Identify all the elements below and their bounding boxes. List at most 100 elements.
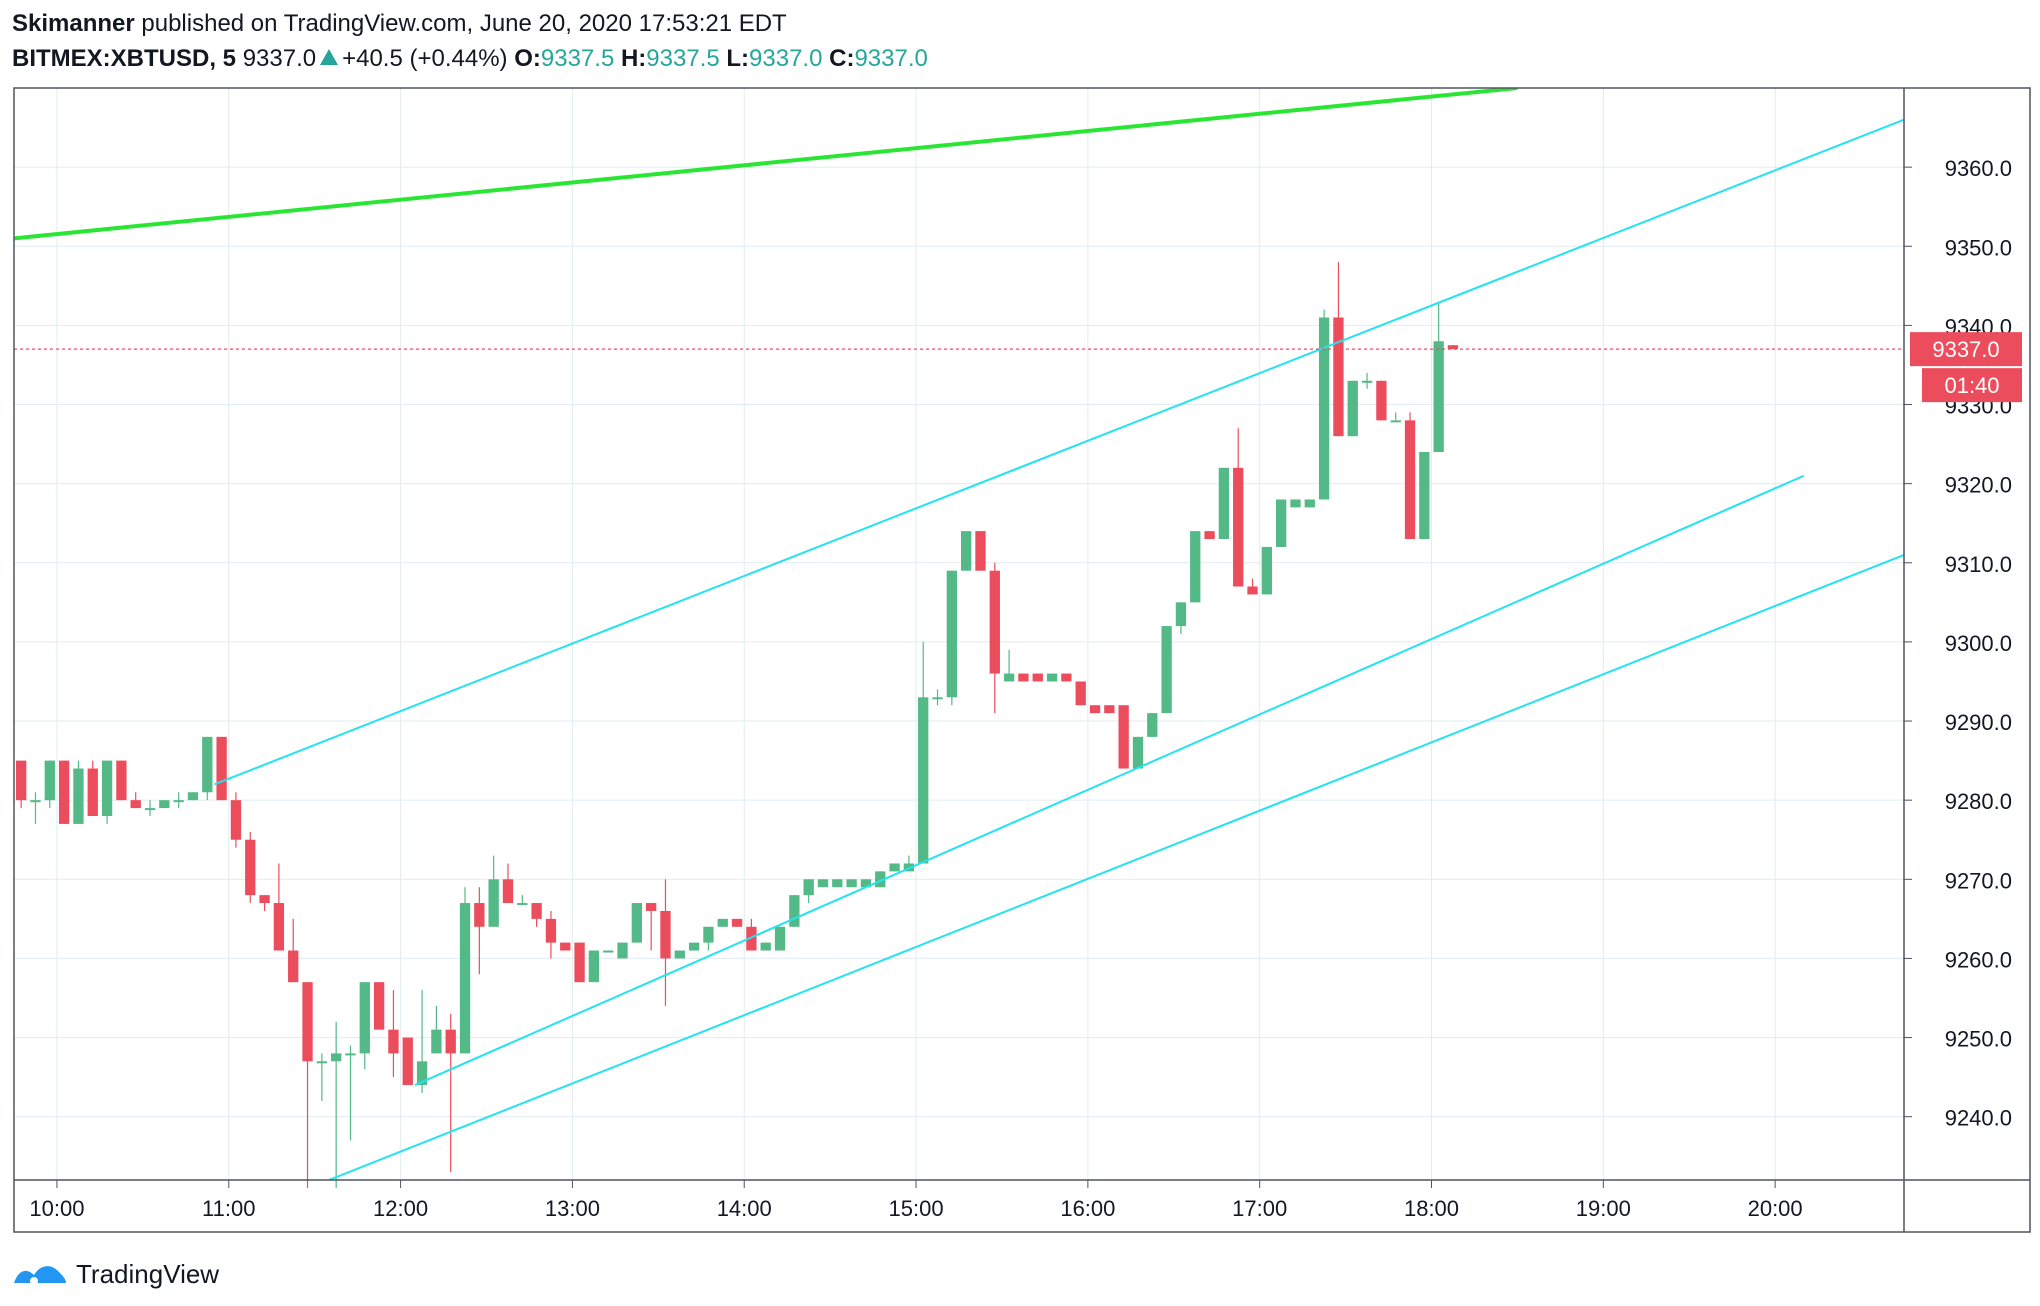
- candle: [1018, 673, 1029, 682]
- candle: [860, 879, 872, 888]
- price-tick-label: 9280.0: [1945, 789, 2012, 814]
- candle-body: [846, 879, 857, 888]
- candle-body: [1175, 602, 1187, 627]
- candle: [1104, 705, 1115, 714]
- triangle-up-icon: [320, 49, 339, 65]
- candle: [159, 800, 170, 809]
- candle: [1261, 546, 1272, 595]
- candle: [373, 982, 385, 1030]
- low-value: 9337.0: [749, 45, 823, 72]
- candle: [545, 910, 557, 959]
- candle: [202, 736, 213, 801]
- candle: [1218, 467, 1230, 540]
- candle-body: [30, 800, 41, 803]
- candle: [617, 942, 628, 959]
- chart-frame: [13, 87, 2031, 1233]
- candle: [631, 903, 642, 943]
- author-name[interactable]: Skimanner: [12, 10, 135, 37]
- last-price-badge-label: 9337.0: [1932, 337, 1999, 362]
- candle: [774, 926, 786, 951]
- candle: [431, 1005, 442, 1054]
- candle: [603, 950, 614, 953]
- candle: [646, 903, 657, 951]
- candle-body: [660, 910, 671, 959]
- candle-body: [144, 808, 156, 811]
- low-label: L:: [726, 45, 750, 72]
- candle: [1304, 499, 1315, 508]
- tradingview-logo-icon[interactable]: [12, 1259, 68, 1289]
- candle-body: [44, 760, 55, 801]
- candle-body: [803, 879, 814, 896]
- price-tick-label: 9300.0: [1945, 631, 2012, 656]
- candle: [331, 1021, 342, 1188]
- candle-body: [617, 942, 628, 959]
- candle-body: [918, 697, 929, 864]
- candle-body: [875, 871, 886, 888]
- candle: [1003, 649, 1015, 682]
- time-tick-label: 11:00: [202, 1196, 255, 1221]
- candle-body: [789, 895, 800, 927]
- open-label: O:: [514, 45, 541, 72]
- candle: [101, 760, 113, 824]
- candle-body: [975, 531, 986, 571]
- candle-body: [1132, 736, 1144, 769]
- candle: [688, 942, 700, 951]
- candle-body: [1447, 345, 1459, 350]
- candle-body: [631, 903, 642, 943]
- candle-body: [1075, 681, 1086, 706]
- candle: [889, 863, 900, 872]
- candle-body: [373, 982, 385, 1030]
- high-value: 9337.5: [646, 45, 720, 72]
- candle: [517, 895, 528, 906]
- candle-body: [1104, 705, 1115, 714]
- candle-body: [603, 950, 614, 953]
- price-tick-label: 9250.0: [1945, 1027, 2012, 1052]
- time-tick-label: 13:00: [545, 1196, 600, 1221]
- candle-body: [1032, 673, 1043, 682]
- candle-body: [760, 942, 771, 951]
- price-tick-label: 9240.0: [1945, 1106, 2012, 1131]
- candle: [58, 760, 70, 824]
- candle-body: [574, 942, 585, 983]
- candle: [1132, 736, 1144, 769]
- candle-body: [1118, 705, 1129, 769]
- candle: [1376, 380, 1387, 421]
- candle-body: [502, 879, 514, 904]
- open-value: 9337.5: [540, 45, 615, 72]
- candle: [1247, 578, 1258, 595]
- candle: [130, 792, 141, 809]
- candle: [245, 831, 256, 904]
- candle-body: [1304, 499, 1315, 508]
- candle: [674, 950, 685, 959]
- candle-body: [1390, 420, 1401, 423]
- candle: [1419, 452, 1430, 540]
- candle: [760, 942, 771, 951]
- candle-body: [359, 982, 370, 1054]
- candle: [1118, 705, 1129, 769]
- candle: [975, 531, 986, 571]
- candle-body: [961, 531, 972, 571]
- tradingview-brand[interactable]: TradingView: [76, 1258, 220, 1289]
- candle-body: [488, 879, 499, 927]
- candle-body: [230, 800, 242, 840]
- candle-body: [1361, 380, 1373, 383]
- candle-body: [1147, 713, 1158, 737]
- candle-body: [889, 863, 900, 872]
- candle-body: [560, 942, 571, 951]
- candle-body: [1190, 531, 1201, 603]
- candle-body: [517, 903, 528, 906]
- candle-body: [1046, 673, 1058, 682]
- candle-body: [703, 926, 714, 943]
- candle: [359, 982, 370, 1070]
- candle: [1147, 713, 1158, 737]
- candle-body: [1061, 673, 1072, 682]
- candle-body: [989, 570, 1000, 674]
- symbol-label: BITMEX:XBTUSD, 5: [12, 45, 237, 72]
- cyan-channel-line: [214, 118, 1904, 786]
- candle: [30, 792, 41, 824]
- candle-body: [1018, 673, 1029, 682]
- candle-body: [388, 1029, 399, 1054]
- candle: [16, 760, 27, 809]
- candle-body: [1333, 317, 1344, 437]
